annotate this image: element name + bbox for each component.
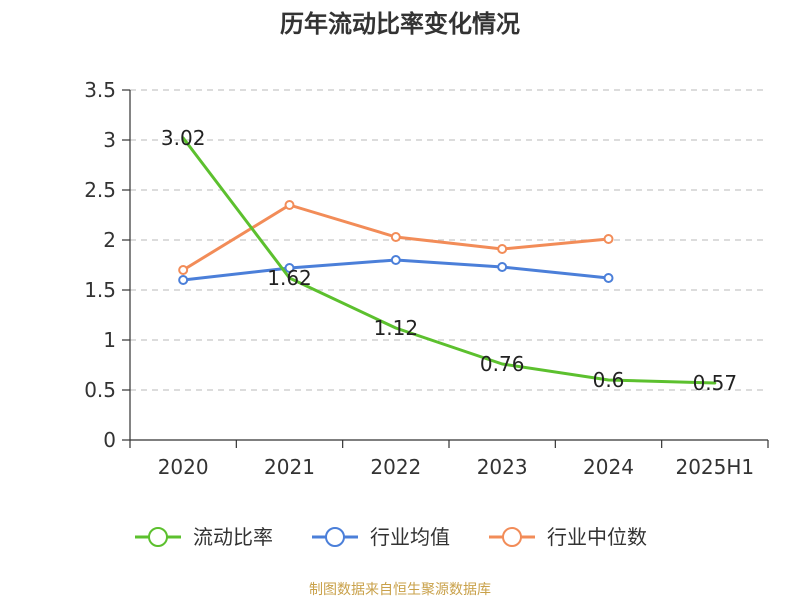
- data-label: 0.57: [693, 371, 738, 395]
- legend-label: 流动比率: [193, 525, 273, 549]
- data-point: [497, 262, 508, 272]
- data-point: [284, 200, 295, 210]
- legend-label: 行业中位数: [547, 525, 647, 549]
- data-point: [497, 244, 508, 254]
- series-layer: [178, 136, 717, 385]
- data-point: [603, 273, 614, 283]
- x-tick-label: 2024: [583, 455, 634, 479]
- x-tick-label: 2023: [477, 455, 528, 479]
- gridlines: [130, 89, 768, 391]
- legend-marker: [148, 527, 168, 547]
- data-point: [178, 265, 189, 275]
- legend: 流动比率 行业均值 行业中位数: [135, 525, 647, 549]
- legend-marker: [502, 527, 522, 547]
- data-label: 3.02: [161, 126, 206, 150]
- series-line-0: [181, 136, 717, 385]
- x-tick-label: 2020: [158, 455, 209, 479]
- x-tick-label: 2025H1: [675, 455, 754, 479]
- y-tick-label: 1: [103, 328, 116, 352]
- legend-marker: [325, 527, 345, 547]
- y-tick-label: 0: [103, 428, 116, 452]
- data-label: 1.62: [267, 266, 312, 290]
- x-tick-label: 2022: [370, 455, 421, 479]
- y-tick-label: 2: [103, 228, 116, 252]
- data-point: [603, 234, 614, 244]
- data-point: [284, 263, 295, 273]
- y-tick-label: 0.5: [84, 378, 116, 402]
- legend-label: 行业均值: [370, 525, 450, 549]
- y-tick-label: 2.5: [84, 178, 116, 202]
- data-label: 0.6: [593, 368, 625, 392]
- data-point: [178, 275, 189, 285]
- data-point: [390, 232, 401, 242]
- y-tick-label: 3: [103, 128, 116, 152]
- data-point: [390, 255, 401, 265]
- data-labels: 3.02 1.62 1.12 0.76 0.6 0.57: [161, 126, 737, 395]
- x-tick-label: 2021: [264, 455, 315, 479]
- source-note: 制图数据来自恒生聚源数据库: [309, 582, 491, 598]
- data-label: 0.76: [480, 352, 525, 376]
- y-tick-label: 1.5: [84, 278, 116, 302]
- data-label: 1.12: [374, 316, 419, 340]
- chart-title: 历年流动比率变化情况: [280, 10, 520, 38]
- y-tick-label: 3.5: [84, 78, 116, 102]
- axes: 0 0.5 1 1.5 2 2.5 3 3.5 2020 2021 2022 2023 2024 2025…: [84, 78, 769, 479]
